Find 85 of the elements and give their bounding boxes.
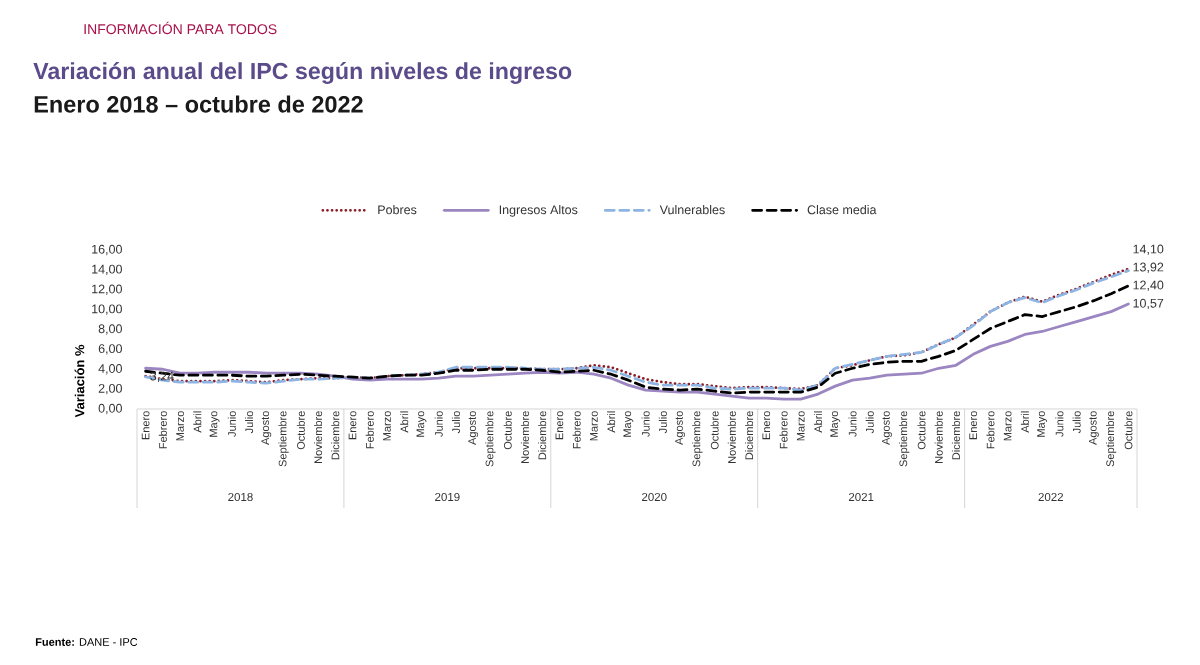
x-tick-label: Octubre — [296, 411, 305, 450]
x-tick-label: Junio — [434, 411, 443, 437]
x-tick-label: Enero — [762, 411, 771, 440]
legend-label: Vulnerables — [659, 205, 725, 215]
x-tick-label: Julio — [1072, 411, 1081, 434]
legend-label: Pobres — [378, 205, 417, 215]
x-tick-label: Junio — [641, 411, 650, 437]
x-tick-label: Febrero — [986, 411, 995, 449]
x-tick-label: Septiembre — [692, 411, 703, 467]
x-tick-label: Junio — [848, 411, 857, 437]
x-tick-label: Junio — [1055, 411, 1064, 437]
y-tick-label: 0,00 — [98, 403, 122, 415]
data-label: 14,10 — [1133, 244, 1164, 255]
x-tick-label: Noviembre — [727, 411, 736, 463]
y-tick-label: 8,00 — [98, 324, 122, 335]
legend-label: Ingresos Altos — [499, 205, 578, 217]
x-tick-label: Julio — [245, 411, 254, 434]
x-tick-label: Noviembre — [934, 411, 943, 463]
x-tick-label: Agosto — [882, 411, 892, 445]
x-tick-label: Diciembre — [951, 411, 960, 460]
x-tick-label: Enero — [555, 411, 564, 440]
x-tick-label: Abril — [400, 411, 409, 433]
text: INFORMACIÓN PARA TODOS — [84, 21, 277, 35]
x-tick-label: Abril — [1020, 411, 1029, 433]
x-tick-label: Octubre — [710, 411, 719, 450]
x-tick-label: Diciembre — [745, 411, 754, 460]
x-tick-label: Mayo — [209, 411, 220, 437]
x-tick-label: Diciembre — [331, 411, 340, 460]
x-tick-label: Marzo — [1003, 411, 1012, 441]
x-tick-label: Agosto — [1088, 411, 1099, 445]
x-tick-label: Abril — [607, 411, 616, 433]
x-tick-label: Julio — [658, 411, 667, 434]
x-tick-label: Febrero — [779, 411, 788, 449]
text: 2020 — [642, 492, 667, 502]
x-tick-label: Septiembre — [485, 411, 496, 467]
x-tick-label: Octubre — [503, 411, 512, 450]
x-tick-label: Marzo — [176, 411, 184, 441]
x-tick-label: Agosto — [468, 411, 479, 445]
y-tick-label: 14,00 — [92, 264, 122, 276]
x-tick-label: Mayo — [1037, 411, 1048, 437]
x-tick-label: Septiembre — [278, 411, 289, 467]
y-tick-label: 2,00 — [98, 383, 122, 395]
y-tick-label: 12,00 — [92, 284, 122, 295]
chart-subtitle: Enero 2018 – octubre de 2022 — [34, 95, 363, 113]
x-tick-label: Noviembre — [314, 411, 323, 463]
x-tick-label: Mayo — [623, 411, 634, 437]
x-tick-label: Marzo — [796, 411, 805, 441]
text: 2022 — [1038, 492, 1064, 502]
y-tick-label: 10,00 — [92, 304, 122, 315]
x-tick-label: Enero — [141, 411, 150, 440]
data-label: 10,57 — [1133, 298, 1164, 310]
data-label: 12,40 — [1133, 280, 1164, 291]
y-axis-title: Variación % — [74, 344, 85, 418]
x-tick-label: Abril — [193, 411, 202, 433]
x-tick-label: Septiembre — [899, 411, 910, 467]
y-tick-label: 6,00 — [98, 344, 122, 355]
text: 2018 — [228, 492, 253, 502]
x-tick-label: Marzo — [590, 411, 598, 441]
x-tick-label: Febrero — [365, 411, 374, 449]
x-tick-label: Octubre — [1124, 411, 1133, 450]
x-tick-label: Agosto — [261, 411, 272, 445]
y-tick-label: 16,00 — [92, 244, 122, 256]
x-tick-label: Septiembre — [1106, 411, 1117, 467]
data-label: 13,92 — [1133, 262, 1164, 273]
text: 2019 — [435, 492, 460, 502]
chart-title: Variación anual del IPC según niveles de ingreso — [33, 62, 572, 84]
legend-label: Clase media — [807, 205, 877, 215]
text: Fuente: DANE - IPC — [35, 638, 138, 646]
x-tick-label: Enero — [348, 411, 357, 440]
x-tick-label: Julio — [865, 411, 874, 434]
x-tick-label: Noviembre — [520, 411, 529, 463]
x-tick-label: Octubre — [917, 411, 926, 450]
x-tick-label: Febrero — [572, 411, 581, 449]
x-tick-label: Junio — [227, 411, 236, 437]
x-tick-label: Mayo — [830, 411, 841, 437]
text: 2021 — [848, 492, 874, 502]
y-tick-label: 4,00 — [98, 364, 122, 375]
x-tick-label: Febrero — [158, 411, 167, 449]
x-tick-label: Marzo — [383, 411, 391, 441]
x-tick-label: Agosto — [675, 411, 686, 445]
x-tick-label: Mayo — [416, 411, 427, 437]
x-tick-label: Enero — [969, 411, 978, 440]
x-tick-label: Diciembre — [538, 411, 547, 460]
x-tick-label: Julio — [451, 411, 460, 434]
x-tick-label: Abril — [813, 411, 823, 433]
